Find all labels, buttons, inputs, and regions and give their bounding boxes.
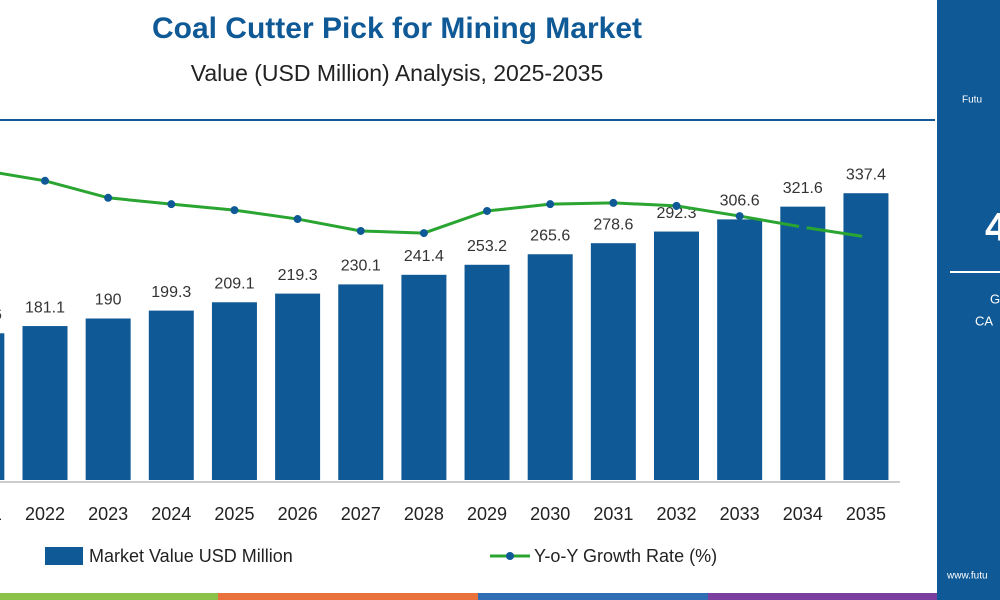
bar <box>843 193 889 480</box>
data-label: 253.2 <box>467 238 507 255</box>
x-tick-label: 2028 <box>404 504 444 524</box>
bar <box>590 243 636 480</box>
bar <box>211 302 257 480</box>
legend-label: Market Value USD Million <box>89 546 293 566</box>
data-label: 321.6 <box>783 180 823 197</box>
sidebar <box>937 0 1000 600</box>
x-tick-label: 2030 <box>530 504 570 524</box>
growth-point <box>167 200 176 209</box>
growth-point <box>798 223 807 232</box>
growth-point <box>419 229 428 238</box>
bar <box>0 333 5 480</box>
sidebar-label: CA <box>975 313 993 328</box>
stripe <box>218 593 478 600</box>
bar <box>654 231 699 480</box>
x-tick-label: 2031 <box>593 504 633 524</box>
bar <box>527 254 573 480</box>
data-label: 241.4 <box>404 248 444 265</box>
growth-point <box>230 206 239 215</box>
x-tick-label: 2035 <box>846 504 886 524</box>
sidebar-label: G <box>990 291 1000 306</box>
legend-swatch <box>45 547 83 565</box>
stripe <box>708 593 937 600</box>
data-label: 337.4 <box>846 166 886 183</box>
chart-subtitle: Value (USD Million) Analysis, 2025-2035 <box>191 60 604 86</box>
bar <box>338 284 384 480</box>
legend-swatch <box>506 552 514 560</box>
data-label: 265.6 <box>530 227 570 244</box>
growth-point <box>861 232 870 241</box>
growth-point <box>735 212 744 221</box>
x-tick-label: 2021 <box>0 504 2 524</box>
bar <box>85 318 131 480</box>
stripe <box>0 593 218 600</box>
x-tick-label: 2027 <box>341 504 381 524</box>
bar <box>148 310 194 480</box>
data-label: 190 <box>95 292 122 309</box>
x-tick-label: 2024 <box>151 504 191 524</box>
data-label: 219.3 <box>278 267 318 284</box>
data-label: 209.1 <box>214 275 254 292</box>
data-label: 199.3 <box>151 284 191 301</box>
growth-point <box>609 198 618 207</box>
legend-label: Y-o-Y Growth Rate (%) <box>534 546 717 566</box>
growth-point <box>356 226 365 235</box>
growth-point <box>293 215 302 224</box>
data-label: 172.6 <box>0 307 2 324</box>
chart-title: Coal Cutter Pick for Mining Market <box>152 12 642 45</box>
x-tick-label: 2034 <box>783 504 823 524</box>
bar <box>780 206 826 480</box>
x-tick-label: 2025 <box>214 504 254 524</box>
sidebar-brand: Futu <box>962 95 982 106</box>
stripe <box>478 593 708 600</box>
sidebar-url: www.futu <box>946 571 988 582</box>
bar <box>464 264 510 480</box>
x-tick-label: 2022 <box>25 504 65 524</box>
bar <box>717 219 763 480</box>
bar <box>401 274 447 480</box>
growth-point <box>41 176 49 185</box>
data-label: 306.6 <box>720 193 760 210</box>
x-tick-label: 2023 <box>88 504 128 524</box>
bar <box>22 326 68 480</box>
growth-point <box>672 201 681 210</box>
data-label: 278.6 <box>593 216 633 233</box>
data-label: 230.1 <box>341 258 381 275</box>
growth-point <box>104 193 113 202</box>
bar <box>275 293 321 480</box>
growth-point <box>546 200 555 209</box>
sidebar-big: 4 <box>985 206 1000 250</box>
data-label: 181.1 <box>25 299 65 316</box>
x-tick-label: 2032 <box>656 504 696 524</box>
growth-point <box>483 206 492 215</box>
x-tick-label: 2026 <box>278 504 318 524</box>
x-tick-label: 2033 <box>720 504 760 524</box>
x-tick-label: 2029 <box>467 504 507 524</box>
